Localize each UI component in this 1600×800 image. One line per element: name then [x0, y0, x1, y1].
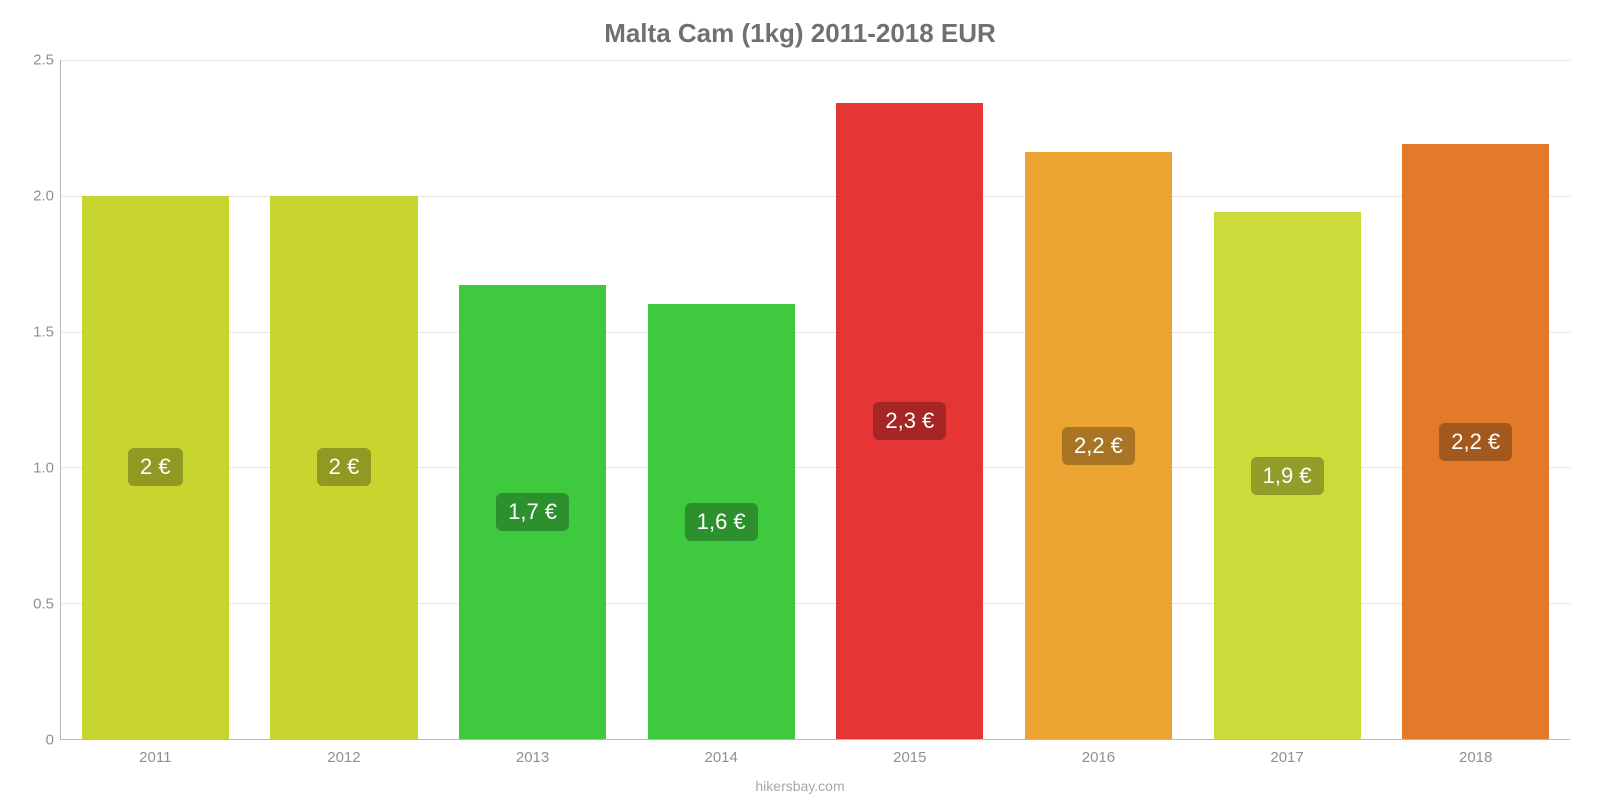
y-tick-label: 0.5: [20, 596, 54, 613]
bar: 1,6 €: [648, 304, 795, 739]
chart-title: Malta Cam (1kg) 2011-2018 EUR: [0, 0, 1600, 49]
y-axis: 00.51.01.52.02.5: [20, 60, 54, 740]
x-tick-label: 2011: [139, 749, 171, 766]
x-tick-label: 2012: [327, 749, 360, 766]
chart-plot-area: 00.51.01.52.02.5 2 €20112 €20121,7 €2013…: [60, 60, 1570, 740]
bar-value-label: 1,7 €: [496, 493, 569, 531]
bar-slot: 2 €2011: [61, 60, 250, 739]
bar: 1,9 €: [1214, 212, 1361, 739]
x-tick-label: 2015: [893, 749, 926, 766]
y-tick-label: 2.5: [20, 52, 54, 69]
bar: 2,2 €: [1402, 144, 1549, 739]
bar-slot: 1,7 €2013: [438, 60, 627, 739]
x-tick-label: 2017: [1270, 749, 1303, 766]
y-tick-label: 2.0: [20, 188, 54, 205]
bar: 1,7 €: [459, 285, 606, 739]
x-tick-label: 2018: [1459, 749, 1492, 766]
bar-slot: 2,2 €2018: [1381, 60, 1570, 739]
bar-value-label: 1,6 €: [685, 503, 758, 541]
bar-value-label: 2,2 €: [1439, 423, 1512, 461]
bar: 2,2 €: [1025, 152, 1172, 739]
x-tick-label: 2014: [705, 749, 738, 766]
bar-value-label: 2 €: [317, 448, 372, 486]
bar-value-label: 2 €: [128, 448, 183, 486]
bar-value-label: 2,2 €: [1062, 427, 1135, 465]
bar-value-label: 1,9 €: [1251, 457, 1324, 495]
y-tick-label: 1.5: [20, 324, 54, 341]
bar-slot: 2 €2012: [250, 60, 439, 739]
x-tick-label: 2013: [516, 749, 549, 766]
y-tick-label: 1.0: [20, 460, 54, 477]
bar: 2,3 €: [836, 103, 983, 739]
bar-slot: 1,6 €2014: [627, 60, 816, 739]
bar-slot: 2,3 €2015: [816, 60, 1005, 739]
bars-container: 2 €20112 €20121,7 €20131,6 €20142,3 €201…: [61, 60, 1570, 739]
bar-slot: 2,2 €2016: [1004, 60, 1193, 739]
bar: 2 €: [270, 196, 417, 739]
attribution-text: hikersbay.com: [755, 778, 844, 794]
bar-slot: 1,9 €2017: [1193, 60, 1382, 739]
y-tick-label: 0: [20, 732, 54, 749]
x-tick-label: 2016: [1082, 749, 1115, 766]
bar: 2 €: [82, 196, 229, 739]
bar-value-label: 2,3 €: [873, 402, 946, 440]
plot: 2 €20112 €20121,7 €20131,6 €20142,3 €201…: [60, 60, 1570, 740]
